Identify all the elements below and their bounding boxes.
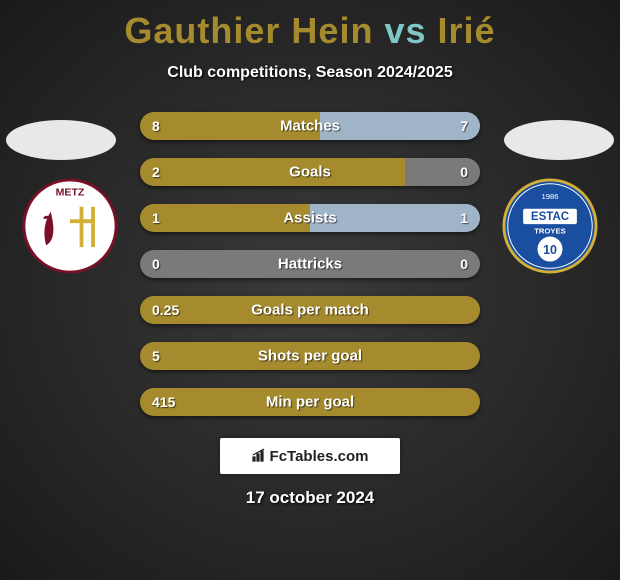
bar-right-value: 1 (460, 210, 468, 226)
bar-left-value: 5 (152, 348, 160, 364)
badge-right-text: ESTAC (531, 211, 569, 223)
bar-center-label: Hattricks (278, 256, 342, 273)
stat-bar: 2 0 Goals (140, 158, 480, 186)
bar-right-value: 7 (460, 118, 468, 134)
bar-right-value: 0 (460, 256, 468, 272)
bar-center-label: Min per goal (266, 394, 354, 411)
club-badge-metz: METZ (22, 178, 118, 274)
player2-avatar-placeholder (504, 120, 614, 160)
badge-left-text: METZ (56, 186, 85, 198)
bar-center-label: Matches (280, 118, 340, 135)
date-text: 17 october 2024 (0, 488, 620, 508)
stat-bar: 0 0 Hattricks (140, 250, 480, 278)
title-vs: vs (384, 10, 426, 51)
bar-left-fill (140, 158, 405, 186)
bar-left-value: 8 (152, 118, 160, 134)
bar-left-value: 0.25 (152, 302, 179, 318)
bar-center-label: Shots per goal (258, 348, 362, 365)
bar-right-fill (405, 158, 480, 186)
bar-right-value: 0 (460, 164, 468, 180)
stat-bar: 0.25 Goals per match (140, 296, 480, 324)
title-player2: Irié (438, 10, 496, 51)
badge-right-subtext: TROYES (534, 227, 566, 236)
stat-bar: 415 Min per goal (140, 388, 480, 416)
stat-bar: 8 7 Matches (140, 112, 480, 140)
stat-bar: 1 1 Assists (140, 204, 480, 232)
title-player1: Gauthier Hein (124, 10, 373, 51)
badge-right-year: 1986 (541, 192, 558, 201)
badge-right-num: 10 (543, 243, 557, 257)
bar-left-value: 1 (152, 210, 160, 226)
club-badge-troyes: 1986 ESTAC TROYES 10 (502, 178, 598, 274)
bar-center-label: Goals (289, 164, 331, 181)
player1-avatar-placeholder (6, 120, 116, 160)
page-title: Gauthier Hein vs Irié (0, 0, 620, 52)
chart-icon (252, 448, 266, 465)
bar-left-value: 415 (152, 394, 175, 410)
footer-brand: FcTables.com (220, 438, 400, 474)
stat-bar: 5 Shots per goal (140, 342, 480, 370)
bar-left-value: 0 (152, 256, 160, 272)
bar-center-label: Assists (283, 210, 336, 227)
bar-right-fill (320, 112, 480, 140)
footer-brand-text: FcTables.com (270, 448, 369, 465)
subtitle: Club competitions, Season 2024/2025 (0, 64, 620, 82)
bar-left-value: 2 (152, 164, 160, 180)
bar-center-label: Goals per match (251, 302, 369, 319)
